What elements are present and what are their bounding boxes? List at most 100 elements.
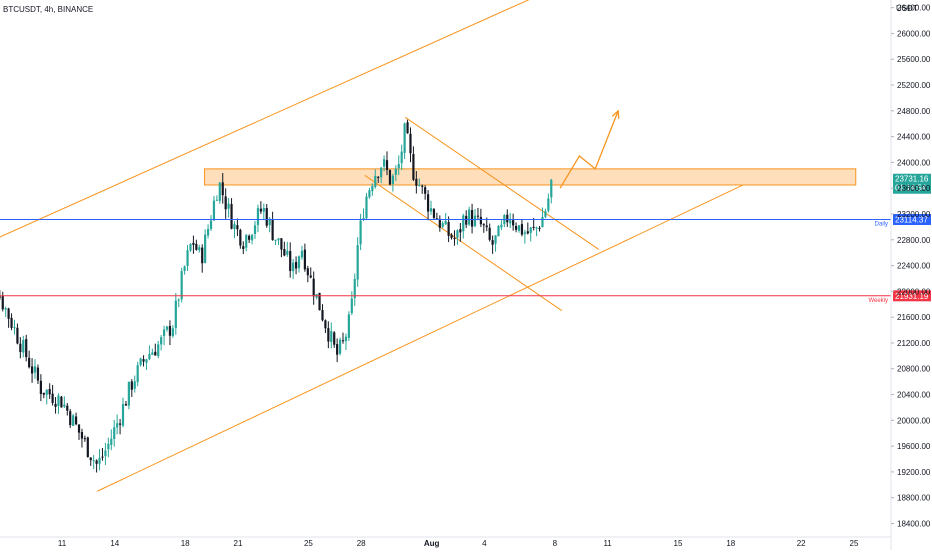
candle-50 <box>124 401 128 406</box>
candle-160 <box>447 216 450 243</box>
candle-body <box>391 175 394 184</box>
candle-117 <box>321 304 324 322</box>
candle-body <box>209 220 213 229</box>
candle-104 <box>283 241 286 257</box>
candle-177 <box>497 224 500 237</box>
candle-84 <box>224 188 227 219</box>
weekly-level-label: Weekly <box>868 298 888 304</box>
candle-body <box>104 450 107 457</box>
price-tick-label: 18400.00 <box>897 520 931 529</box>
candle-body <box>289 251 292 271</box>
candle-body <box>51 393 54 403</box>
price-tick-label: 20800.00 <box>897 365 931 374</box>
candle-body <box>165 326 169 330</box>
candle-body <box>338 339 342 354</box>
candle-body <box>72 415 75 426</box>
candle-157 <box>438 215 441 232</box>
candle-body <box>377 176 380 178</box>
candle-46 <box>113 419 116 447</box>
candle-137 <box>380 166 383 184</box>
candle-body <box>450 234 453 238</box>
candle-body <box>180 271 183 300</box>
candle-74 <box>195 239 198 251</box>
candle-body <box>177 299 180 301</box>
candle-body <box>444 221 447 225</box>
candle-body <box>236 225 239 230</box>
candle-body <box>13 327 16 329</box>
candle-body <box>248 235 251 240</box>
candle-111 <box>303 243 306 272</box>
candle-14 <box>19 337 22 359</box>
candle-185 <box>520 219 524 237</box>
candle-body <box>476 215 480 217</box>
candle-body <box>415 178 418 186</box>
candle-43 <box>104 442 107 465</box>
candle-body <box>69 411 72 426</box>
time-axis[interactable]: 11 14 18 21 25 28 Aug 4 8 11 15 18 22 25 <box>58 539 859 548</box>
candle-132 <box>365 192 368 220</box>
candle-152 <box>424 185 427 200</box>
candle-body <box>292 262 295 272</box>
candle-body <box>16 327 19 344</box>
candle-148 <box>412 146 415 182</box>
candle-body <box>418 184 421 186</box>
price-axis[interactable]: 27600.0027200.0026800.0026400.0026000.00… <box>891 0 931 529</box>
candle-17 <box>28 350 31 369</box>
candle-174 <box>488 223 491 242</box>
candle-76 <box>201 244 204 273</box>
candle-102 <box>277 238 280 246</box>
candle-64 <box>165 325 169 332</box>
candle-body <box>353 278 356 299</box>
candle-body <box>330 331 333 342</box>
candle-body <box>494 235 497 244</box>
candle-body <box>432 209 436 218</box>
candle-75 <box>198 244 201 253</box>
candle-body <box>77 424 81 433</box>
candle-164 <box>459 222 462 242</box>
candle-39 <box>92 455 95 470</box>
candle-86 <box>230 198 233 230</box>
candle-11 <box>10 313 13 331</box>
projected-path-arrowhead <box>611 109 620 119</box>
daily-level-label: Daily <box>875 222 888 228</box>
candle-body <box>526 231 529 234</box>
candle-93 <box>250 233 254 245</box>
candle-body <box>303 249 306 270</box>
candle-170 <box>476 207 480 221</box>
candle-151 <box>421 184 424 194</box>
candle-92 <box>248 234 251 244</box>
candle-body <box>344 336 348 342</box>
candle-22 <box>42 392 45 399</box>
candle-90 <box>242 241 245 255</box>
candle-body <box>107 443 110 450</box>
candle-82 <box>218 181 221 204</box>
annotation-layer <box>0 0 857 492</box>
candle-body <box>124 404 128 406</box>
candle-body <box>421 185 424 187</box>
candle-135 <box>374 169 377 189</box>
candle-136 <box>377 175 380 183</box>
candle-body <box>151 352 154 355</box>
time-tick-label: 18 <box>726 539 735 548</box>
candle-body <box>74 416 78 425</box>
candle-178 <box>500 220 503 231</box>
candle-124 <box>341 332 345 344</box>
time-tick-label: 15 <box>674 539 683 548</box>
candle-body <box>541 216 544 228</box>
candle-body <box>113 427 116 440</box>
candle-body <box>130 381 133 390</box>
candle-161 <box>450 233 453 240</box>
candle-48 <box>118 418 122 435</box>
candle-81 <box>215 195 218 201</box>
price-tick-label: 20000.00 <box>897 416 931 425</box>
candle-26 <box>54 397 57 414</box>
candle-body <box>438 218 441 228</box>
candle-body <box>127 381 130 406</box>
price-tick-label: 24400.00 <box>897 133 931 142</box>
candle-body <box>512 220 515 226</box>
price-tick-label: 25600.00 <box>897 55 931 64</box>
candle-7 <box>0 290 1 301</box>
candle-144 <box>400 144 403 170</box>
candle-181 <box>509 212 512 229</box>
candle-77 <box>204 229 207 264</box>
